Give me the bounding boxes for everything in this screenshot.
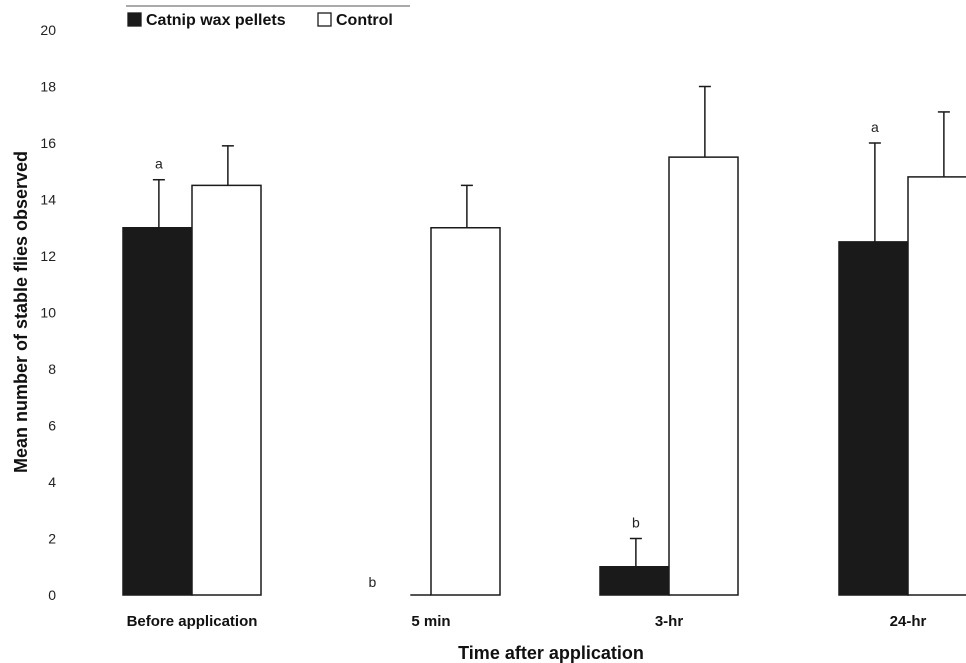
y-tick-label: 14 xyxy=(40,192,56,208)
significance-labels: a b b a xyxy=(155,119,879,590)
y-tick-label: 12 xyxy=(40,248,56,264)
x-tick-label: 24-hr xyxy=(890,613,927,630)
y-tick-label: 6 xyxy=(48,418,56,434)
bar-catnip xyxy=(838,241,909,596)
bar-catnip xyxy=(599,566,670,596)
y-tick-label: 2 xyxy=(48,531,56,547)
y-tick-label: 0 xyxy=(48,587,56,603)
bar-control xyxy=(430,227,501,596)
x-axis-category-labels: Before application 5 min 3-hr 24-hr xyxy=(127,613,927,630)
y-tick-label: 18 xyxy=(40,79,56,95)
y-tick-label: 4 xyxy=(48,474,56,490)
legend-label: Catnip wax pellets xyxy=(146,12,286,29)
y-tick-label: 8 xyxy=(48,361,56,377)
significance-label: a xyxy=(155,156,163,172)
legend-swatch-catnip xyxy=(127,12,142,27)
bar-catnip xyxy=(122,227,193,596)
y-axis-tick-labels: 0 2 4 6 8 10 12 14 16 18 20 xyxy=(40,22,56,603)
bar-control xyxy=(191,184,262,596)
y-tick-label: 20 xyxy=(40,22,56,38)
x-axis-title: Time after application xyxy=(458,643,644,663)
x-tick-label: Before application xyxy=(127,613,258,630)
legend: Catnip wax pellets Control xyxy=(126,5,410,29)
significance-label: b xyxy=(632,515,640,531)
bar-control xyxy=(907,176,966,596)
y-tick-label: 10 xyxy=(40,305,56,321)
x-tick-label: 5 min xyxy=(411,613,450,630)
significance-label: b xyxy=(368,574,376,590)
significance-label: a xyxy=(871,119,879,135)
legend-swatch-control xyxy=(317,12,332,27)
x-tick-label: 3-hr xyxy=(655,613,684,630)
error-bars xyxy=(152,85,950,567)
y-axis-title: Mean number of stable flies observed xyxy=(11,151,31,473)
y-tick-label: 16 xyxy=(40,135,56,151)
bars xyxy=(122,156,966,596)
bar-control xyxy=(668,156,739,596)
legend-label: Control xyxy=(336,12,393,29)
